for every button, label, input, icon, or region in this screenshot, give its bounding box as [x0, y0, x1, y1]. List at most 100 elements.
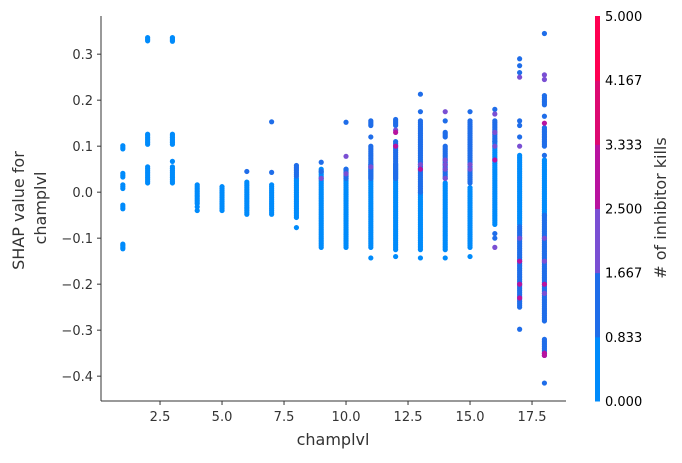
y-axis-label-line-2: champlvl — [31, 172, 50, 245]
colorbar-band — [595, 80, 600, 145]
data-point — [541, 380, 548, 386]
data-point — [194, 182, 200, 188]
data-point — [467, 118, 473, 124]
data-point — [417, 161, 424, 168]
colorbar-tick-label: 3.333 — [605, 138, 642, 153]
data-point — [517, 295, 523, 301]
data-point — [293, 162, 300, 169]
data-point — [442, 109, 448, 115]
data-point — [120, 182, 126, 188]
data-point — [541, 72, 548, 78]
data-point — [120, 202, 126, 208]
data-point — [368, 255, 374, 261]
data-point — [541, 152, 548, 158]
data-point — [517, 152, 523, 158]
data-point — [343, 153, 349, 159]
data-point — [492, 111, 498, 117]
data-point — [517, 235, 523, 241]
colorbar: 0.000 0.833 1.667 2.500 3.333 4.167 5.000 — [595, 10, 642, 410]
data-point — [517, 74, 523, 80]
data-point — [442, 255, 448, 261]
data-point — [393, 129, 399, 135]
data-point — [492, 106, 498, 112]
data-point — [541, 352, 548, 359]
data-point — [517, 281, 523, 287]
colorbar-tick-label: 1.667 — [605, 267, 642, 282]
colorbar-band — [595, 272, 600, 338]
x-tick-label: 5.0 — [212, 410, 233, 425]
data-point — [417, 255, 424, 261]
data-point — [343, 119, 349, 125]
data-point — [541, 336, 548, 342]
data-point — [467, 161, 473, 168]
data-point — [541, 212, 548, 218]
data-point — [467, 253, 473, 260]
data-point — [467, 166, 473, 172]
data-point — [541, 157, 548, 163]
data-point — [492, 118, 498, 124]
data-point — [541, 92, 548, 99]
y-tick-label: −0.4 — [61, 370, 93, 385]
data-point — [517, 143, 523, 149]
data-point — [393, 116, 399, 123]
y-axis-label: SHAP value for champlvl — [9, 146, 50, 270]
y-tick-label: −0.1 — [61, 232, 93, 247]
x-tick-label: 12.5 — [394, 410, 423, 425]
y-tick-label: −0.3 — [61, 324, 93, 339]
data-point — [541, 120, 548, 126]
data-point — [541, 113, 548, 119]
data-point — [541, 76, 548, 83]
data-point — [169, 164, 176, 170]
data-point — [442, 129, 448, 135]
data-point — [393, 138, 399, 145]
data-point — [368, 164, 374, 170]
data-point — [417, 109, 424, 115]
data-point — [145, 164, 151, 170]
data-point — [269, 182, 275, 188]
data-point — [517, 118, 523, 124]
data-point — [492, 230, 498, 237]
data-point — [194, 204, 200, 210]
colorbar-label: # of inhibitor kills — [651, 137, 670, 278]
data-point — [244, 179, 250, 185]
data-point — [393, 253, 399, 260]
data-point — [541, 235, 548, 241]
data-point — [467, 184, 473, 191]
colorbar-band — [595, 336, 600, 402]
data-point — [417, 91, 424, 97]
data-point — [293, 224, 300, 231]
data-point — [541, 125, 548, 131]
data-point — [318, 168, 324, 175]
data-point — [541, 258, 548, 264]
data-point — [492, 244, 498, 250]
y-tick-label: 0.3 — [72, 48, 93, 63]
data-point — [517, 224, 523, 230]
data-point — [467, 109, 473, 115]
colorbar-band — [595, 144, 600, 209]
data-point — [269, 169, 275, 175]
data-point — [541, 290, 548, 296]
data-point — [393, 143, 399, 149]
colorbar-tick-label: 5.000 — [605, 10, 642, 25]
data-point — [368, 118, 374, 124]
y-tick-label: 0.1 — [72, 140, 93, 155]
data-point — [442, 118, 448, 124]
data-point — [517, 56, 523, 62]
data-point — [442, 180, 448, 186]
colorbar-band — [595, 208, 600, 274]
y-axis-label-line-1: SHAP value for — [9, 151, 28, 270]
scatter-points — [120, 30, 548, 386]
data-point — [368, 134, 374, 140]
data-point — [517, 63, 523, 69]
x-tick-label: 17.5 — [518, 410, 547, 425]
data-point — [244, 168, 250, 175]
data-point — [120, 241, 126, 247]
data-point — [517, 134, 523, 140]
colorbar-tick-label: 2.500 — [605, 203, 642, 218]
data-point — [492, 129, 498, 135]
data-point — [318, 175, 324, 181]
data-point — [417, 166, 424, 172]
data-point — [442, 157, 448, 163]
x-axis-label: champlvl — [297, 430, 370, 449]
